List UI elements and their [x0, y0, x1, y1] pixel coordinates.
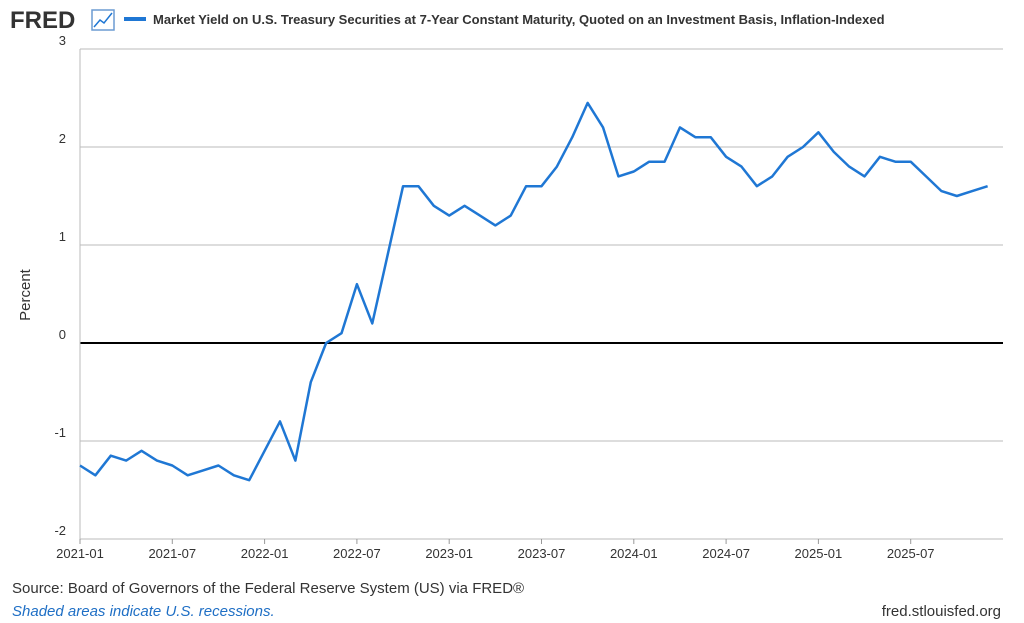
- source: Source: Board of Governors of the Federa…: [12, 580, 524, 597]
- y-tick-label: 2: [59, 131, 66, 146]
- y-axis-label: Percent: [17, 268, 34, 321]
- x-tick-label: 2024-07: [702, 546, 750, 561]
- y-tick-label: 0: [59, 327, 66, 342]
- credit: fred.stlouisfed.org: [882, 603, 1001, 620]
- y-tick-label: -1: [54, 425, 66, 440]
- recession-note: Shaded areas indicate U.S. recessions.: [12, 603, 275, 620]
- y-tick-label: 1: [59, 229, 66, 244]
- x-tick-label: 2023-07: [518, 546, 566, 561]
- logo: FRED: [10, 7, 75, 34]
- y-tick-label: 3: [59, 33, 66, 48]
- y-tick-label: -2: [54, 523, 66, 538]
- x-tick-label: 2023-01: [425, 546, 473, 561]
- legend-label: Market Yield on U.S. Treasury Securities…: [153, 12, 885, 27]
- x-tick-label: 2021-01: [56, 546, 104, 561]
- series-line: [79, 101, 988, 482]
- x-tick-label: 2024-01: [610, 546, 658, 561]
- x-tick-label: 2022-07: [333, 546, 381, 561]
- x-tick-label: 2025-01: [795, 546, 843, 561]
- x-tick-label: 2021-07: [148, 546, 196, 561]
- x-tick-label: 2025-07: [887, 546, 935, 561]
- logo-icon: [91, 9, 115, 31]
- x-tick-label: 2022-01: [241, 546, 289, 561]
